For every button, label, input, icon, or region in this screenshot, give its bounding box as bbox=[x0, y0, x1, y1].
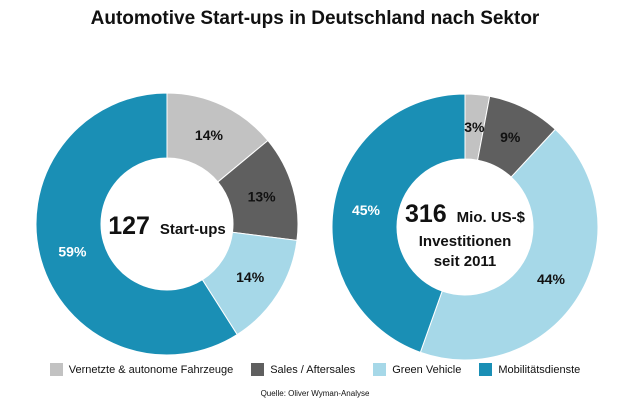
slice-label-sales-aftersales: 13% bbox=[248, 189, 277, 205]
slice-mobilitaetsdienste bbox=[331, 93, 466, 353]
slice-label-green-vehicle: 44% bbox=[537, 271, 566, 287]
slice-label-green-vehicle: 14% bbox=[236, 269, 265, 285]
legend-swatch bbox=[479, 363, 493, 376]
legend-label: Mobilitätsdienste bbox=[498, 363, 581, 376]
slice-label-vernetzte: 3% bbox=[464, 119, 485, 135]
donut-startups: 127 Start-ups 14% 13% 14% 59% bbox=[35, 92, 299, 356]
legend-item-vernetzte: Vernetzte & autonome Fahrzeuge bbox=[49, 363, 234, 376]
slice-green-vehicle bbox=[419, 128, 599, 361]
center-line-seit: seit 2011 bbox=[434, 253, 497, 270]
center-number: 316 bbox=[405, 200, 447, 228]
center-value-startups: 127 Start-ups bbox=[108, 212, 226, 240]
slice-mobilitaetsdienste bbox=[35, 92, 238, 356]
center-unit: Mio. US-$ bbox=[457, 209, 526, 226]
legend-label: Vernetzte & autonome Fahrzeuge bbox=[68, 363, 234, 376]
legend-label: Green Vehicle bbox=[392, 363, 462, 376]
slice-label-mobilitaetsdienste: 45% bbox=[352, 202, 381, 218]
source-note: Quelle: Oliver Wyman-Analyse bbox=[260, 389, 370, 398]
legend-item-green: Green Vehicle bbox=[373, 363, 461, 376]
slice-label-vernetzte: 14% bbox=[195, 127, 224, 143]
legend-swatch bbox=[373, 363, 387, 376]
donut-investitionen: 316 Mio. US-$ Investitionen seit 2011 3%… bbox=[331, 93, 599, 361]
legend: Vernetzte & autonome Fahrzeuge Sales / A… bbox=[0, 363, 630, 376]
legend-item-mobilitaet: Mobilitätsdienste bbox=[479, 363, 580, 376]
slice-label-sales-aftersales: 9% bbox=[500, 129, 521, 145]
center-unit: Start-ups bbox=[160, 221, 226, 238]
center-number: 127 bbox=[108, 212, 150, 240]
legend-swatch bbox=[49, 363, 63, 376]
chart-title: Automotive Start-ups in Deutschland nach… bbox=[90, 8, 540, 29]
center-line-investitionen: Investitionen bbox=[419, 233, 512, 250]
legend-label: Sales / Aftersales bbox=[270, 363, 356, 376]
center-value-invest: 316 Mio. US-$ bbox=[405, 200, 526, 228]
legend-item-sales: Sales / Aftersales bbox=[251, 363, 355, 376]
legend-swatch bbox=[251, 363, 265, 376]
slice-label-mobilitaetsdienste: 59% bbox=[58, 243, 87, 259]
